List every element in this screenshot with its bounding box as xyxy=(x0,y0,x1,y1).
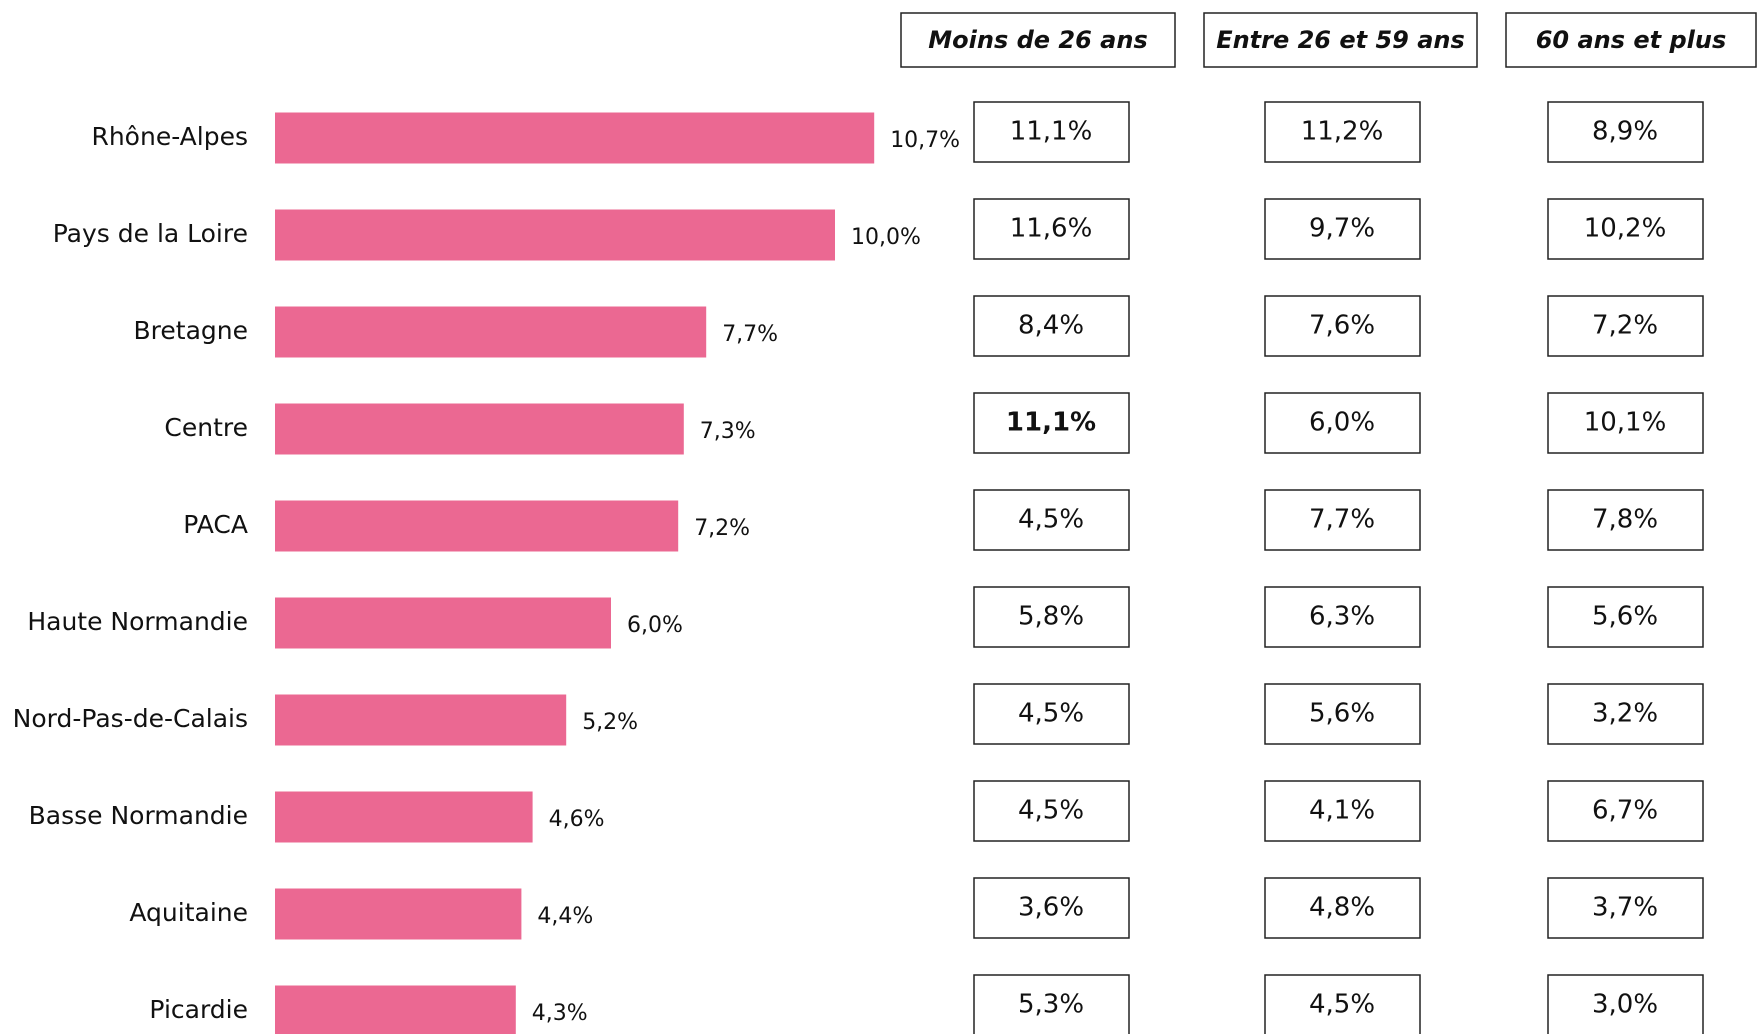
bar xyxy=(275,694,567,746)
cell-box xyxy=(973,780,1130,842)
category-label: Picardie xyxy=(149,995,248,1024)
value-label: 4,6% xyxy=(549,807,605,832)
cell-box xyxy=(1264,101,1421,163)
category-label: Nord-Pas-de-Calais xyxy=(13,704,248,733)
bar xyxy=(275,112,875,164)
cell-box xyxy=(973,586,1130,648)
cell-value: 11,1% xyxy=(1010,117,1093,147)
cell-box xyxy=(973,198,1130,260)
cell-value: 5,8% xyxy=(1018,602,1084,632)
value-label: 7,3% xyxy=(700,419,756,444)
category-label: Pays de la Loire xyxy=(53,219,248,248)
bar xyxy=(275,791,533,843)
cell-value: 6,7% xyxy=(1592,796,1658,826)
cell-box xyxy=(973,974,1130,1034)
cell-value: 11,6% xyxy=(1010,214,1093,244)
cell-box xyxy=(1547,974,1704,1034)
column-header-box xyxy=(1203,12,1478,68)
cell-box xyxy=(1264,780,1421,842)
cell-value: 4,5% xyxy=(1018,796,1084,826)
cell-value: 5,6% xyxy=(1592,602,1658,632)
cell-box xyxy=(973,489,1130,551)
cell-box xyxy=(1547,877,1704,939)
cell-value: 5,6% xyxy=(1309,699,1375,729)
cell-box xyxy=(1547,295,1704,357)
cell-value: 4,8% xyxy=(1309,893,1375,923)
category-label: Haute Normandie xyxy=(27,607,248,636)
bar xyxy=(275,403,684,455)
column-header-box xyxy=(1505,12,1757,68)
bar xyxy=(275,306,707,358)
cell-value: 11,1% xyxy=(1006,408,1096,438)
cell-box xyxy=(1264,877,1421,939)
cell-box xyxy=(973,877,1130,939)
cell-box xyxy=(973,101,1130,163)
cell-value: 8,4% xyxy=(1018,311,1084,341)
cell-box xyxy=(1264,489,1421,551)
bar xyxy=(275,500,679,552)
category-label: Rhône-Alpes xyxy=(91,122,248,151)
cell-box xyxy=(1547,489,1704,551)
column-header: 60 ans et plus xyxy=(1536,26,1727,54)
cell-value: 4,5% xyxy=(1018,505,1084,535)
bar xyxy=(275,209,835,261)
cell-box xyxy=(1264,295,1421,357)
category-label: Basse Normandie xyxy=(29,801,248,830)
cell-value: 3,6% xyxy=(1018,893,1084,923)
cell-box xyxy=(973,295,1130,357)
category-label: Aquitaine xyxy=(129,898,248,927)
cell-box xyxy=(1547,392,1704,454)
column-header-box xyxy=(900,12,1176,68)
cell-value: 4,5% xyxy=(1309,990,1375,1020)
cell-box xyxy=(1264,392,1421,454)
bar xyxy=(275,985,516,1034)
cell-box xyxy=(1264,198,1421,260)
cell-value: 7,6% xyxy=(1309,311,1375,341)
cell-box xyxy=(1547,198,1704,260)
value-label: 5,2% xyxy=(582,710,638,735)
column-header: Entre 26 et 59 ans xyxy=(1216,26,1465,54)
category-label: Centre xyxy=(164,413,248,442)
cell-value: 7,8% xyxy=(1592,505,1658,535)
cell-value: 7,7% xyxy=(1309,505,1375,535)
cell-value: 3,2% xyxy=(1592,699,1658,729)
column-header: Moins de 26 ans xyxy=(928,26,1147,54)
value-label: 7,7% xyxy=(722,322,778,347)
bar xyxy=(275,597,611,649)
bar xyxy=(275,888,522,940)
value-label: 4,3% xyxy=(532,1001,588,1026)
cell-box xyxy=(1264,974,1421,1034)
cell-value: 5,3% xyxy=(1018,990,1084,1020)
value-label: 4,4% xyxy=(537,904,593,929)
cell-box xyxy=(973,683,1130,745)
cell-value: 4,1% xyxy=(1309,796,1375,826)
value-label: 6,0% xyxy=(627,613,683,638)
cell-value: 6,3% xyxy=(1309,602,1375,632)
cell-value: 4,5% xyxy=(1018,699,1084,729)
cell-box xyxy=(1264,586,1421,648)
cell-value: 10,2% xyxy=(1584,214,1667,244)
category-label: Bretagne xyxy=(134,316,248,345)
cell-value: 10,1% xyxy=(1584,408,1667,438)
cell-box xyxy=(1264,683,1421,745)
cell-box xyxy=(1547,780,1704,842)
cell-box xyxy=(1547,101,1704,163)
value-label: 10,7% xyxy=(890,128,960,153)
cell-value: 7,2% xyxy=(1592,311,1658,341)
cell-box xyxy=(1547,586,1704,648)
cell-value: 6,0% xyxy=(1309,408,1375,438)
cell-value: 11,2% xyxy=(1301,117,1384,147)
value-label: 10,0% xyxy=(851,225,921,250)
cell-value: 3,0% xyxy=(1592,990,1658,1020)
cell-box xyxy=(1547,683,1704,745)
cell-box xyxy=(973,392,1130,454)
cell-value: 8,9% xyxy=(1592,117,1658,147)
cell-value: 9,7% xyxy=(1309,214,1375,244)
category-label: PACA xyxy=(183,510,248,539)
cell-value: 3,7% xyxy=(1592,893,1658,923)
value-label: 7,2% xyxy=(694,516,750,541)
